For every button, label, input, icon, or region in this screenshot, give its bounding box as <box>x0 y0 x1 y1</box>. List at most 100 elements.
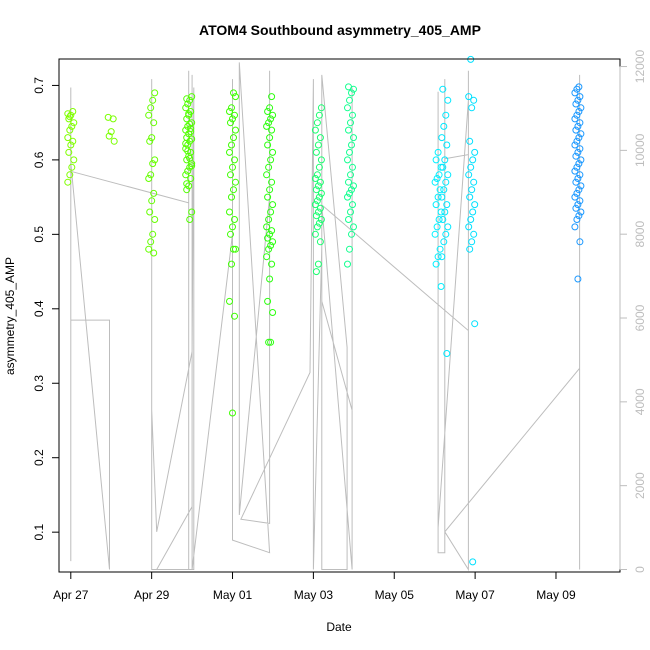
x-tick-label: May 05 <box>375 588 415 602</box>
data-point <box>185 182 193 190</box>
data-point <box>571 193 579 201</box>
data-point <box>438 134 446 142</box>
data-point <box>444 171 452 179</box>
data-point <box>465 223 473 231</box>
right-y-tick-label: 6000 <box>633 304 647 331</box>
data-point <box>147 104 155 112</box>
data-point <box>227 230 234 238</box>
x-tick-label: May 03 <box>294 588 334 602</box>
data-point <box>573 137 581 145</box>
data-point <box>471 201 479 209</box>
data-point <box>436 186 444 194</box>
data-point <box>575 160 583 168</box>
right-y-tick-label: 2000 <box>633 472 647 499</box>
x-axis: Apr 27 Apr 29 May 01 May 03 May 05 May 07 May … <box>53 571 576 602</box>
data-point <box>314 208 322 216</box>
data-point <box>571 89 579 97</box>
data-point <box>572 100 580 108</box>
y-tick-label: 0.4 <box>32 300 46 317</box>
data-point <box>264 234 272 242</box>
x-tick-label: Apr 29 <box>134 588 170 602</box>
data-point <box>151 216 159 223</box>
data-point <box>184 147 192 155</box>
data-point <box>228 141 235 149</box>
data-point <box>150 119 158 127</box>
data-point <box>229 409 236 417</box>
data-point <box>468 104 476 112</box>
data-point <box>350 223 357 231</box>
data-point <box>576 145 584 153</box>
data-point <box>268 126 276 134</box>
data-point <box>432 260 440 268</box>
right-y-axis: 0 2000 4000 6000 8000 10000 12000 <box>619 50 647 573</box>
right-y-tick-label: 4000 <box>633 388 647 415</box>
data-point <box>349 201 356 209</box>
data-point <box>150 249 158 257</box>
data-point <box>266 134 274 142</box>
data-point <box>231 111 238 119</box>
data-point <box>231 312 238 320</box>
data-point <box>345 178 352 186</box>
data-point <box>64 134 72 142</box>
data-point <box>470 230 478 238</box>
data-point <box>265 338 273 346</box>
data-point <box>186 120 194 128</box>
data-point <box>442 230 450 238</box>
data-point <box>442 111 450 119</box>
data-point <box>265 216 273 223</box>
data-point <box>267 115 275 123</box>
data-point <box>348 230 355 238</box>
data-point <box>314 260 322 268</box>
data-point <box>186 154 194 162</box>
data-point <box>145 175 153 182</box>
data-point <box>64 178 72 186</box>
data-point <box>439 216 447 223</box>
data-point <box>312 186 320 194</box>
data-point <box>576 93 584 101</box>
right-y-tick-label: 10000 <box>633 133 647 167</box>
data-point <box>574 122 582 130</box>
data-point <box>435 216 443 223</box>
data-point <box>575 83 583 91</box>
data-point <box>438 253 446 261</box>
data-point <box>185 110 193 118</box>
data-point <box>575 134 583 142</box>
data-point <box>263 122 271 130</box>
data-point <box>441 156 449 164</box>
data-point <box>147 238 155 246</box>
data-point <box>316 134 324 142</box>
data-point <box>182 104 190 112</box>
data-point <box>347 119 354 127</box>
data-point <box>576 119 584 127</box>
data-point <box>469 208 477 216</box>
right-axis-line <box>70 62 581 572</box>
x-tick-label: May 07 <box>455 588 495 602</box>
data-point <box>344 104 351 112</box>
data-point <box>347 208 354 216</box>
data-point <box>265 119 273 127</box>
data-point <box>263 223 271 231</box>
data-point <box>316 178 324 186</box>
data-point <box>314 141 322 149</box>
data-point <box>434 193 442 201</box>
right-y-tick-label: 12000 <box>633 50 647 84</box>
data-point <box>312 148 320 156</box>
data-point <box>438 193 446 201</box>
data-point <box>571 141 579 149</box>
data-point <box>577 104 585 112</box>
data-point <box>349 111 356 119</box>
data-point <box>105 132 113 140</box>
data-point <box>266 186 274 194</box>
y-tick-label: 0.7 <box>32 77 46 94</box>
data-point <box>230 134 237 142</box>
data-point <box>267 242 275 249</box>
x-tick-label: Apr 27 <box>53 588 89 602</box>
data-point <box>182 171 190 179</box>
data-point <box>264 297 272 305</box>
data-point <box>148 197 156 205</box>
data-point <box>232 178 239 186</box>
data-point <box>66 126 74 134</box>
data-point <box>466 245 474 253</box>
data-point <box>183 95 191 103</box>
data-point <box>230 245 237 253</box>
